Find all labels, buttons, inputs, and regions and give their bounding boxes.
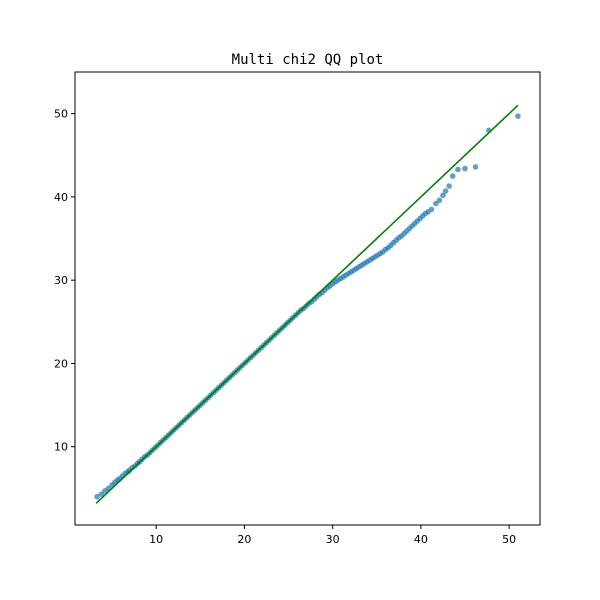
chart-title: Multi chi2 QQ plot <box>232 52 384 68</box>
data-point <box>446 183 452 189</box>
data-point <box>433 200 439 207</box>
data-point <box>94 493 100 500</box>
x-tick-label: 20 <box>237 533 251 546</box>
data-point <box>442 188 449 194</box>
data-point <box>440 192 446 199</box>
data-point <box>436 197 443 204</box>
x-axis: 10 20 30 40 50 <box>149 525 516 546</box>
data-point <box>455 166 461 173</box>
x-tick-label: 40 <box>414 533 428 546</box>
plot-area <box>94 104 521 504</box>
plot-frame <box>74 71 541 526</box>
y-axis: 10 20 30 40 50 <box>54 108 75 454</box>
data-point <box>462 165 468 172</box>
data-point <box>515 113 521 119</box>
data-point <box>449 173 456 179</box>
x-tick-label: 50 <box>502 533 516 546</box>
y-tick-label: 40 <box>54 191 68 204</box>
data-point <box>472 164 479 170</box>
y-tick-label: 10 <box>54 441 68 454</box>
reference-line <box>95 104 519 504</box>
y-tick-label: 30 <box>54 274 68 287</box>
y-tick-label: 50 <box>54 108 68 121</box>
x-tick-label: 30 <box>326 533 340 546</box>
x-tick-label: 10 <box>149 533 163 546</box>
data-point <box>98 491 105 497</box>
data-point <box>428 206 435 213</box>
y-tick-label: 20 <box>54 357 68 370</box>
